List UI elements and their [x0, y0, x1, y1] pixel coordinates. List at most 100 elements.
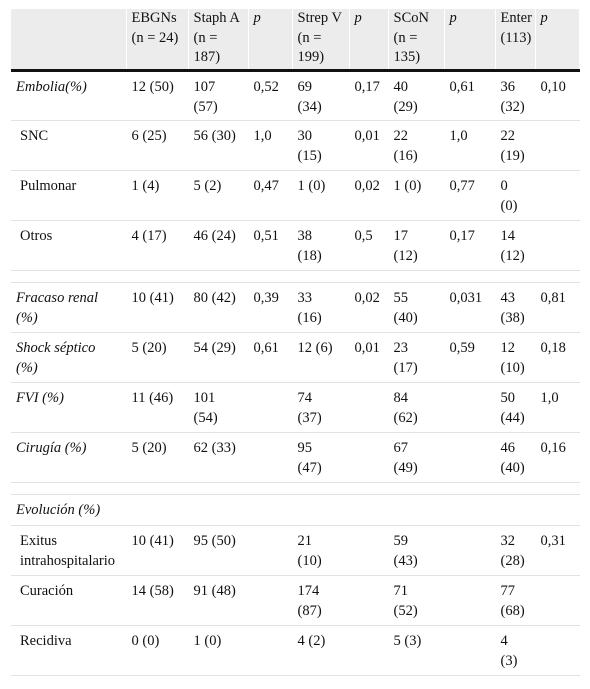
table-cell [248, 525, 293, 576]
table-cell: 0,81 [535, 282, 580, 333]
table-cell: 1 (4) [126, 170, 189, 221]
table-cell: 5 (20) [126, 432, 189, 483]
table-cell: 80 (42) [188, 282, 249, 333]
table-cell: 84 (62) [388, 382, 445, 433]
table-cell: 67 (49) [388, 432, 445, 483]
table-cell: 46 (40) [495, 432, 536, 483]
table-cell [248, 575, 293, 626]
row-label: FVI (%) [11, 382, 127, 433]
table-row: Exitus intrahospitalario 10 (41) 95 (50) 21(… [11, 525, 580, 576]
table-cell: 14 (58) [126, 575, 189, 626]
table-cell: 95 (47) [292, 432, 350, 483]
table-cell: 0,02 [349, 282, 389, 333]
table-cell: 1,0 [248, 120, 293, 171]
header-staph-a: Staph A (n = 187) [188, 9, 249, 71]
table-cell: 30 (15) [292, 120, 350, 171]
table-row: Cirugía (%) 5 (20) 62 (33) 95 (47) 67 (49) 46 (4… [11, 432, 580, 483]
spacer-row [11, 482, 580, 495]
table-cell: 4 (17) [126, 220, 189, 271]
table-cell [535, 120, 580, 171]
header-row: EBGNs (n = 24) Staph A (n = 187) p Strep V(… [11, 9, 580, 71]
table-cell: 6 (25) [126, 120, 189, 171]
table-row: Curación 14 (58) 91 (48) 174 (87) 71 (52) 77 (68… [11, 575, 580, 626]
table-body: Embolia(%) 12 (50) 107 (57) 0,52 69 (34) 0,17 40… [11, 70, 580, 676]
table-cell [535, 625, 580, 676]
table-cell: 17 (12) [388, 220, 445, 271]
table-cell: 0,51 [248, 220, 293, 271]
spacer-cell [11, 482, 580, 495]
table-cell: 0,52 [248, 70, 293, 121]
table-cell: 101 (54) [188, 382, 249, 433]
row-label: Cirugía (%) [11, 432, 127, 483]
header-p-scon: p [444, 9, 496, 71]
table-cell: 23 (17) [388, 332, 445, 383]
table-cell: 54 (29) [188, 332, 249, 383]
table-cell: 1 (0) [388, 170, 445, 221]
table-cell: 71 (52) [388, 575, 445, 626]
row-label: Pulmonar [11, 170, 127, 221]
row-label: Recidiva [11, 625, 127, 676]
header-strep-v: Strep V (n = 199) [292, 9, 350, 71]
table-cell: 12 (10) [495, 332, 536, 383]
table-cell [444, 625, 496, 676]
table-cell: 10 (41) [126, 282, 189, 333]
table-cell: 46 (24) [188, 220, 249, 271]
table-cell: 0,61 [248, 332, 293, 383]
table-cell: 0,031 [444, 282, 496, 333]
table-cell: 12 (6) [292, 332, 350, 383]
header-scon: SCoN (n = 135) [388, 9, 445, 71]
table-cell: 43 (38) [495, 282, 536, 333]
table-cell: 56 (30) [188, 120, 249, 171]
table-cell: 5 (20) [126, 332, 189, 383]
table-cell: 12 (50) [126, 70, 189, 121]
table-cell: 11 (46) [126, 382, 189, 433]
row-label: Curación [11, 575, 127, 626]
table-cell: 32 (28) [495, 525, 536, 576]
table-cell: 174 (87) [292, 575, 350, 626]
table-cell [248, 382, 293, 433]
table-cell: 0,16 [535, 432, 580, 483]
table-row: FVI (%) 11 (46) 101 (54) 74 (37) 84 (62) 50 (44) 1… [11, 382, 580, 433]
table-cell: 0,47 [248, 170, 293, 221]
spacer-row [11, 270, 580, 283]
header-p-strep: p [349, 9, 389, 71]
table-cell: 91 (48) [188, 575, 249, 626]
table-cell: 59 (43) [388, 525, 445, 576]
table-cell: 0,18 [535, 332, 580, 383]
table-cell: 0,01 [349, 120, 389, 171]
table-row: Recidiva 0 (0) 1 (0) 4 (2) 5 (3) 4 (3) [11, 625, 580, 676]
table-cell: 95 (50) [188, 525, 249, 576]
table-cell: 33 (16) [292, 282, 350, 333]
table-cell [349, 382, 389, 433]
table-cell: 21 (10) [292, 525, 350, 576]
table-row: SNC 6 (25) 56 (30) 1,0 30 (15) 0,01 22 (16) 1,0 22… [11, 120, 580, 171]
table-cell [349, 575, 389, 626]
table-cell: 22 (19) [495, 120, 536, 171]
table-cell: 77 (68) [495, 575, 536, 626]
table-cell [444, 382, 496, 433]
table-cell: 1,0 [535, 382, 580, 433]
table-cell: 4 (3) [495, 625, 536, 676]
table-cell: 40 (29) [388, 70, 445, 121]
table-cell: 0,77 [444, 170, 496, 221]
header-empty [11, 9, 127, 71]
table-cell: 10 (41) [126, 525, 189, 576]
table-cell: 4 (2) [292, 625, 350, 676]
row-label: Otros [11, 220, 127, 271]
table-row: Embolia(%) 12 (50) 107 (57) 0,52 69 (34) 0,17 40… [11, 70, 580, 121]
data-table: EBGNs (n = 24) Staph A (n = 187) p Strep V(… [11, 9, 580, 676]
header-p-staph: p [248, 9, 293, 71]
header-ebgns: EBGNs (n = 24) [126, 9, 189, 71]
table-cell: 0,39 [248, 282, 293, 333]
row-label: Embolia(%) [11, 70, 127, 121]
table-cell: 0,02 [349, 170, 389, 221]
table-header: EBGNs (n = 24) Staph A (n = 187) p Strep V(… [11, 9, 580, 71]
table-cell: 0,17 [349, 70, 389, 121]
table-cell: 0,17 [444, 220, 496, 271]
table-cell: 5 (2) [188, 170, 249, 221]
header-enter: Enter (113) [495, 9, 536, 71]
table-cell: 0,59 [444, 332, 496, 383]
table-cell: 74 (37) [292, 382, 350, 433]
header-p-enter: p [535, 9, 580, 71]
table-cell: 36 (32) [495, 70, 536, 121]
